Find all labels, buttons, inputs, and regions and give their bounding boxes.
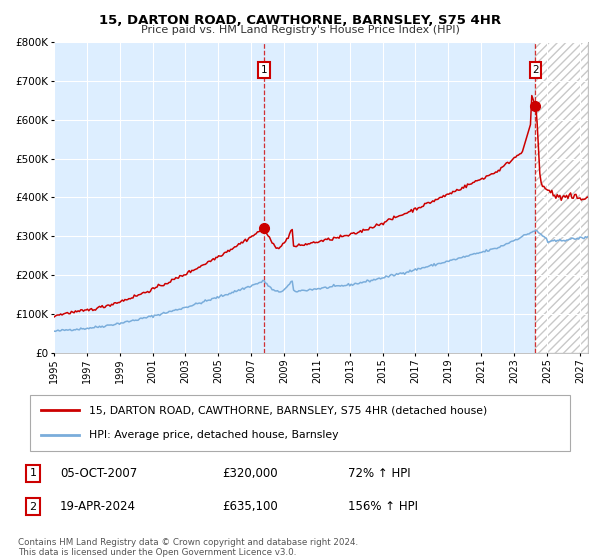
Text: 72% ↑ HPI: 72% ↑ HPI	[348, 466, 410, 480]
Text: 1: 1	[29, 468, 37, 478]
Text: Price paid vs. HM Land Registry's House Price Index (HPI): Price paid vs. HM Land Registry's House …	[140, 25, 460, 35]
Bar	[535, 42, 588, 353]
Text: £635,100: £635,100	[222, 500, 278, 514]
Text: 15, DARTON ROAD, CAWTHORNE, BARNSLEY, S75 4HR (detached house): 15, DARTON ROAD, CAWTHORNE, BARNSLEY, S7…	[89, 405, 488, 416]
Text: Contains HM Land Registry data © Crown copyright and database right 2024.
This d: Contains HM Land Registry data © Crown c…	[18, 538, 358, 557]
Bar	[535, 42, 588, 353]
Text: 2: 2	[532, 65, 539, 75]
Text: 15, DARTON ROAD, CAWTHORNE, BARNSLEY, S75 4HR: 15, DARTON ROAD, CAWTHORNE, BARNSLEY, S7…	[99, 14, 501, 27]
Text: 19-APR-2024: 19-APR-2024	[60, 500, 136, 514]
Text: 05-OCT-2007: 05-OCT-2007	[60, 466, 137, 480]
FancyBboxPatch shape	[30, 395, 570, 451]
Text: 1: 1	[260, 65, 267, 75]
Text: £320,000: £320,000	[222, 466, 278, 480]
Text: 156% ↑ HPI: 156% ↑ HPI	[348, 500, 418, 514]
Text: 2: 2	[29, 502, 37, 512]
Text: HPI: Average price, detached house, Barnsley: HPI: Average price, detached house, Barn…	[89, 430, 339, 440]
